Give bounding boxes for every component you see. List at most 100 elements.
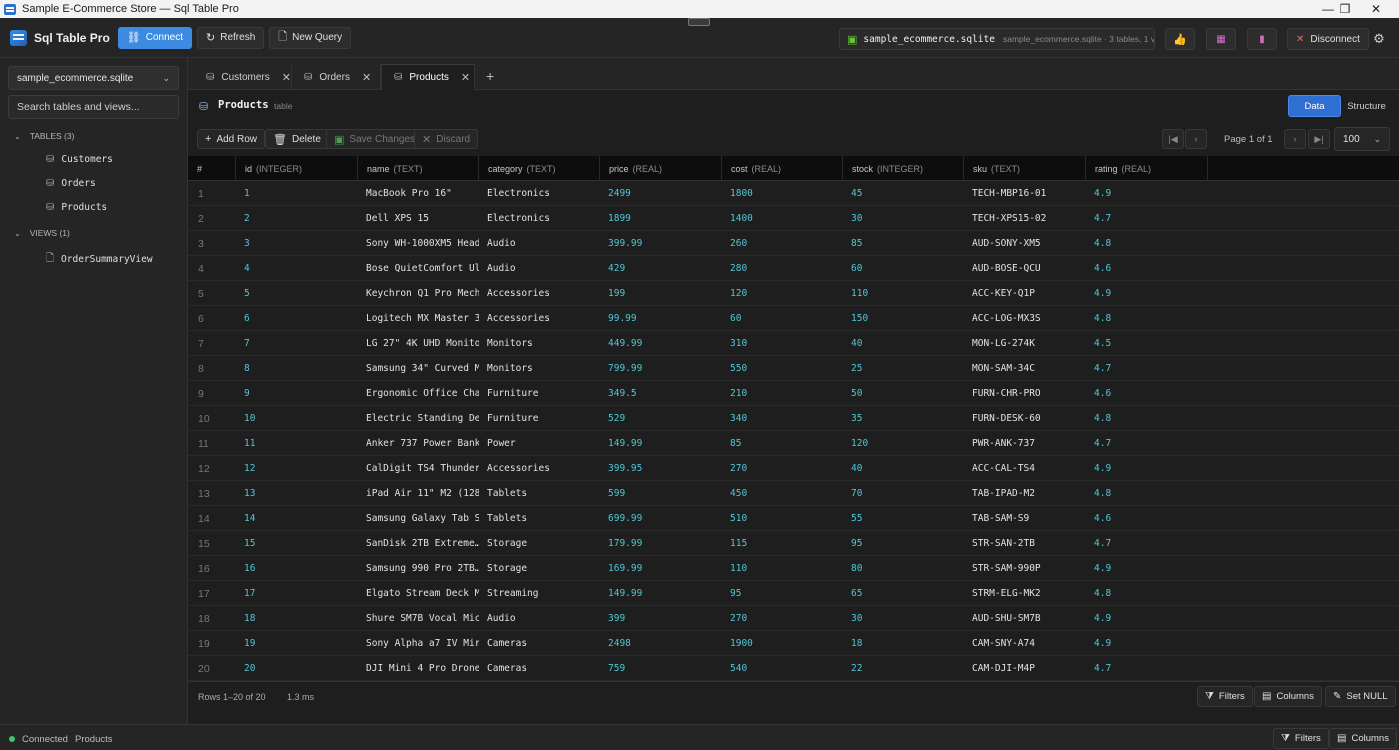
table-cell[interactable]: 429 [608,263,626,274]
table-row[interactable]: 15 15 SanDisk 2TB Extreme… Storage 179.99 115… [188,531,1399,556]
table-cell[interactable]: 11 [244,438,256,449]
close-icon[interactable]: ✕ [281,71,291,84]
table-cell[interactable]: 529 [608,413,626,424]
table-cell[interactable]: TECH-MBP16-01 [972,188,1047,199]
table-row[interactable]: 2 2 Dell XPS 15 Electronics 1899 1400 30 TECH-X… [188,206,1399,231]
table-cell[interactable]: 2 [244,213,250,224]
table-cell[interactable]: 4.6 [1094,388,1112,399]
table-cell[interactable]: 13 [244,488,256,499]
filters-button[interactable]: ⧩ Filters [1197,686,1253,707]
table-cell[interactable]: 550 [730,363,748,374]
table-cell[interactable]: Tablets [487,513,528,524]
column-header[interactable]: price (REAL) [600,156,722,181]
table-cell[interactable]: Power [487,438,516,449]
table-cell[interactable]: 1 [244,188,250,199]
table-row[interactable]: 19 19 Sony Alpha a7 IV Mir… Cameras 2498 1900… [188,631,1399,656]
table-cell[interactable]: 4.9 [1094,188,1112,199]
tab-orders[interactable]: ⛁ Orders ✕ [292,64,381,90]
connect-button[interactable]: ⛓ Connect [117,26,193,49]
column-header[interactable]: # [188,156,236,181]
table-cell[interactable]: 399 [608,613,626,624]
table-cell[interactable]: ACC-CAL-TS4 [972,463,1035,474]
table-cell[interactable]: Monitors [487,338,533,349]
add-row-button[interactable]: + Add Row [197,129,266,149]
table-row[interactable]: 18 18 Shure SM7B Vocal Mic… Audio 399 270 30 AU… [188,606,1399,631]
table-cell[interactable]: 50 [851,388,863,399]
table-row[interactable]: 16 16 Samsung 990 Pro 2TB… Storage 169.99 110… [188,556,1399,581]
table-cell[interactable]: 17 [244,588,256,599]
prev-page-icon[interactable]: ‹ [1185,129,1207,149]
table-cell[interactable]: 60 [730,313,742,324]
table-cell[interactable]: LG 27" 4K UHD Monitor [366,338,479,349]
table-cell[interactable]: Audio [487,263,516,274]
delete-button[interactable]: 🗑 Delete [265,129,329,149]
table-cell[interactable]: 149.99 [608,438,643,449]
table-cell[interactable]: 65 [851,588,863,599]
table-cell[interactable]: 450 [730,488,748,499]
add-tab-icon[interactable]: + [486,68,495,84]
table-cell[interactable]: 8 [244,363,250,374]
table-cell[interactable]: 20 [244,663,256,674]
table-cell[interactable]: CAM-DJI-M4P [972,663,1035,674]
table-cell[interactable]: 3 [244,238,250,249]
table-cell[interactable]: 95 [851,538,863,549]
table-cell[interactable]: 4.9 [1094,563,1112,574]
table-cell[interactable]: 4.7 [1094,538,1112,549]
search-input[interactable] [8,95,179,119]
table-cell[interactable]: MacBook Pro 16" [366,188,452,199]
status-filters-button[interactable]: ⧩ Filters [1273,728,1329,749]
table-cell[interactable]: ACC-KEY-Q1P [972,288,1035,299]
table-cell[interactable]: 4.8 [1094,313,1112,324]
table-cell[interactable]: FURN-CHR-PRO [972,388,1041,399]
license-button[interactable]: ▮ [1247,28,1277,50]
table-cell[interactable]: 40 [851,338,863,349]
table-cell[interactable]: MON-SAM-34C [972,363,1035,374]
last-page-icon[interactable]: ▶| [1308,129,1330,149]
table-cell[interactable]: TAB-SAM-S9 [972,513,1030,524]
table-cell[interactable]: 4.6 [1094,513,1112,524]
table-cell[interactable]: 799.99 [608,363,643,374]
table-cell[interactable]: Cameras [487,663,528,674]
table-cell[interactable]: 4.7 [1094,363,1112,374]
table-row[interactable]: 8 8 Samsung 34" Curved M… Monitors 799.99 550… [188,356,1399,381]
table-cell[interactable]: 4.9 [1094,463,1112,474]
table-cell[interactable]: 18 [244,613,256,624]
table-cell[interactable]: 4.8 [1094,588,1112,599]
maximize-icon[interactable]: ❐ [1339,2,1351,16]
table-cell[interactable]: 4.7 [1094,438,1112,449]
table-cell[interactable]: Furniture [487,388,539,399]
table-cell[interactable]: AUD-SONY-XM5 [972,238,1041,249]
table-cell[interactable]: 4 [244,263,250,274]
table-cell[interactable]: Accessories [487,313,550,324]
table-cell[interactable]: 399.99 [608,238,643,249]
table-cell[interactable]: 5 [244,288,250,299]
discard-button[interactable]: ✕ Discard [414,129,479,149]
table-cell[interactable]: Cameras [487,638,528,649]
page-size-select[interactable]: 100 ⌄ [1334,127,1390,151]
table-cell[interactable]: Ergonomic Office Cha… [366,388,479,399]
disconnect-button[interactable]: ✕ Disconnect [1287,28,1369,50]
table-cell[interactable]: 399.95 [608,463,643,474]
table-cell[interactable]: AUD-BOSE-QCU [972,263,1041,274]
table-cell[interactable]: 149.99 [608,588,643,599]
first-page-icon[interactable]: |◀ [1162,129,1184,149]
table-cell[interactable]: TECH-XPS15-02 [972,213,1047,224]
column-header[interactable]: cost (REAL) [722,156,843,181]
table-cell[interactable]: 349.5 [608,388,637,399]
table-cell[interactable]: Bose QuietComfort Ul… [366,263,479,274]
new-query-button[interactable]: 🗋 New Query [269,26,352,49]
table-cell[interactable]: 80 [851,563,863,574]
table-row[interactable]: 12 12 CalDigit TS4 Thunder… Accessories 399.… [188,456,1399,481]
table-cell[interactable]: Monitors [487,363,533,374]
table-cell[interactable]: Keychron Q1 Pro Mech… [366,288,479,299]
table-cell[interactable]: 510 [730,513,748,524]
table-cell[interactable]: 99.99 [608,313,637,324]
table-cell[interactable]: 4.7 [1094,213,1112,224]
table-row[interactable]: 4 4 Bose QuietComfort Ul… Audio 429 280 60 AUD-… [188,256,1399,281]
sidebar-item-orders[interactable]: ⛁ Orders [46,178,96,189]
table-cell[interactable]: 10 [244,413,256,424]
table-cell[interactable]: 120 [730,288,748,299]
table-cell[interactable]: 270 [730,613,748,624]
table-cell[interactable]: 260 [730,238,748,249]
table-cell[interactable]: Accessories [487,288,550,299]
